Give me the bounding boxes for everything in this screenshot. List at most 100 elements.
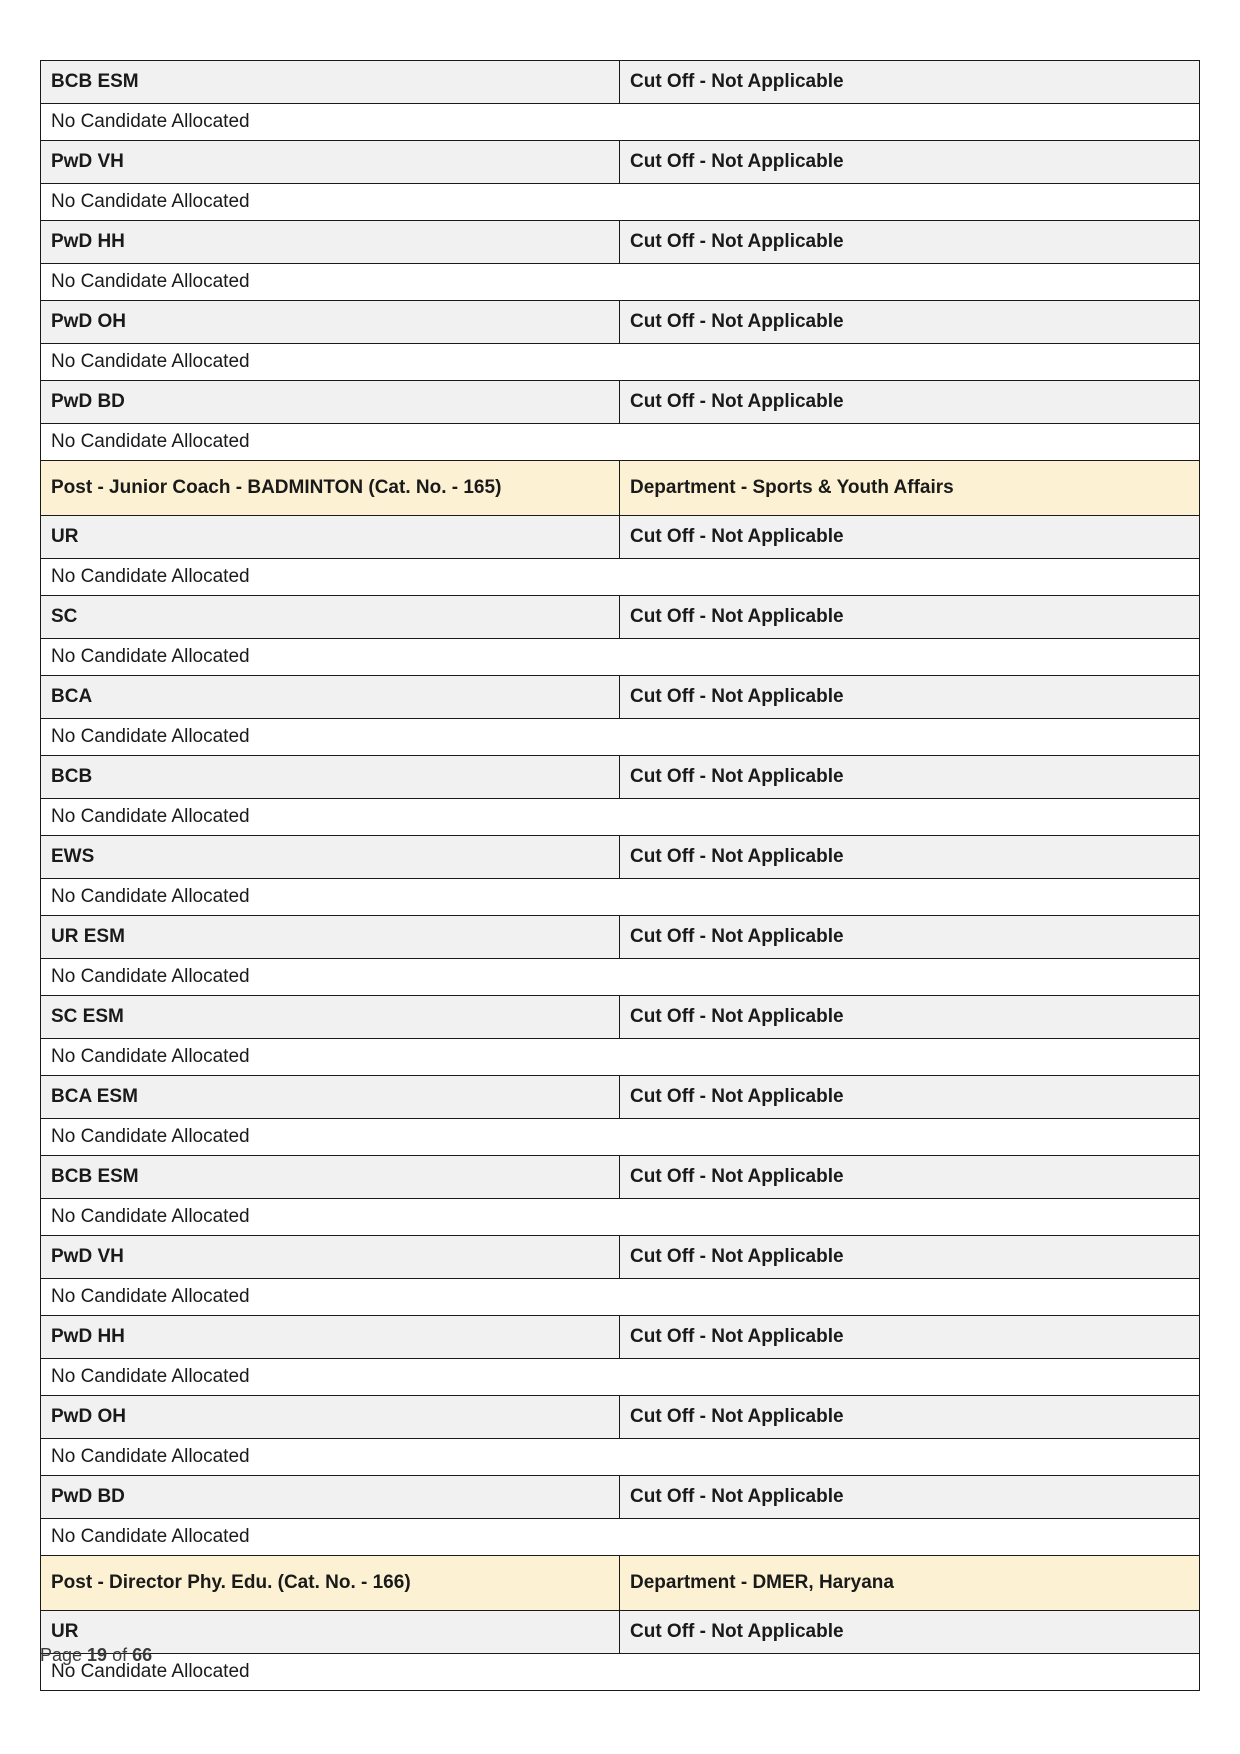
- status-text: No Candidate Allocated: [40, 1654, 1200, 1691]
- category-label: PwD OH: [40, 1396, 620, 1439]
- table-row: Post - Junior Coach - BADMINTON (Cat. No…: [40, 461, 1200, 516]
- page-footer: Page 19 of 66: [40, 1645, 152, 1666]
- department-label: Department - Sports & Youth Affairs: [620, 461, 1200, 516]
- table-row: BCB ESMCut Off - Not Applicable: [40, 60, 1200, 104]
- status-text: No Candidate Allocated: [40, 1119, 1200, 1156]
- category-label: PwD VH: [40, 1236, 620, 1279]
- category-label: BCB: [40, 756, 620, 799]
- table-row: PwD OHCut Off - Not Applicable: [40, 301, 1200, 344]
- table-row: No Candidate Allocated: [40, 639, 1200, 676]
- cutoff-label: Cut Off - Not Applicable: [620, 60, 1200, 104]
- status-text: No Candidate Allocated: [40, 959, 1200, 996]
- cutoff-label: Cut Off - Not Applicable: [620, 996, 1200, 1039]
- status-text: No Candidate Allocated: [40, 879, 1200, 916]
- cutoff-label: Cut Off - Not Applicable: [620, 301, 1200, 344]
- footer-middle: of: [107, 1645, 132, 1665]
- status-text: No Candidate Allocated: [40, 1039, 1200, 1076]
- cutoff-label: Cut Off - Not Applicable: [620, 676, 1200, 719]
- category-label: BCB ESM: [40, 60, 620, 104]
- cutoff-label: Cut Off - Not Applicable: [620, 141, 1200, 184]
- status-text: No Candidate Allocated: [40, 639, 1200, 676]
- category-label: UR ESM: [40, 916, 620, 959]
- cutoff-label: Cut Off - Not Applicable: [620, 1236, 1200, 1279]
- table-row: No Candidate Allocated: [40, 104, 1200, 141]
- footer-current-page: 19: [87, 1645, 107, 1665]
- table-row: No Candidate Allocated: [40, 719, 1200, 756]
- table-row: PwD BDCut Off - Not Applicable: [40, 1476, 1200, 1519]
- table-row: PwD VHCut Off - Not Applicable: [40, 141, 1200, 184]
- category-label: BCB ESM: [40, 1156, 620, 1199]
- table-row: No Candidate Allocated: [40, 879, 1200, 916]
- table-row: PwD HHCut Off - Not Applicable: [40, 1316, 1200, 1359]
- table-row: Post - Director Phy. Edu. (Cat. No. - 16…: [40, 1556, 1200, 1611]
- table-row: URCut Off - Not Applicable: [40, 516, 1200, 559]
- category-label: BCA ESM: [40, 1076, 620, 1119]
- table-row: No Candidate Allocated: [40, 344, 1200, 381]
- status-text: No Candidate Allocated: [40, 424, 1200, 461]
- table-row: No Candidate Allocated: [40, 799, 1200, 836]
- cutoff-label: Cut Off - Not Applicable: [620, 1156, 1200, 1199]
- cutoff-label: Cut Off - Not Applicable: [620, 1611, 1200, 1654]
- table-row: No Candidate Allocated: [40, 1119, 1200, 1156]
- category-label: EWS: [40, 836, 620, 879]
- table-row: BCA ESMCut Off - Not Applicable: [40, 1076, 1200, 1119]
- status-text: No Candidate Allocated: [40, 719, 1200, 756]
- category-label: PwD HH: [40, 1316, 620, 1359]
- table-row: UR ESMCut Off - Not Applicable: [40, 916, 1200, 959]
- category-label: PwD HH: [40, 221, 620, 264]
- table-row: No Candidate Allocated: [40, 1199, 1200, 1236]
- status-text: No Candidate Allocated: [40, 1279, 1200, 1316]
- cutoff-label: Cut Off - Not Applicable: [620, 1076, 1200, 1119]
- table-row: SC ESMCut Off - Not Applicable: [40, 996, 1200, 1039]
- cutoff-label: Cut Off - Not Applicable: [620, 1476, 1200, 1519]
- cutoff-label: Cut Off - Not Applicable: [620, 381, 1200, 424]
- cutoff-label: Cut Off - Not Applicable: [620, 596, 1200, 639]
- category-label: BCA: [40, 676, 620, 719]
- post-label: Post - Junior Coach - BADMINTON (Cat. No…: [40, 461, 620, 516]
- category-label: SC ESM: [40, 996, 620, 1039]
- cutoff-label: Cut Off - Not Applicable: [620, 221, 1200, 264]
- status-text: No Candidate Allocated: [40, 104, 1200, 141]
- table-row: No Candidate Allocated: [40, 1519, 1200, 1556]
- table-row: SCCut Off - Not Applicable: [40, 596, 1200, 639]
- table-row: PwD VHCut Off - Not Applicable: [40, 1236, 1200, 1279]
- department-label: Department - DMER, Haryana: [620, 1556, 1200, 1611]
- cutoff-label: Cut Off - Not Applicable: [620, 516, 1200, 559]
- cutoff-label: Cut Off - Not Applicable: [620, 916, 1200, 959]
- table-row: EWSCut Off - Not Applicable: [40, 836, 1200, 879]
- status-text: No Candidate Allocated: [40, 1519, 1200, 1556]
- cutoff-label: Cut Off - Not Applicable: [620, 1316, 1200, 1359]
- table-row: URCut Off - Not Applicable: [40, 1611, 1200, 1654]
- status-text: No Candidate Allocated: [40, 799, 1200, 836]
- status-text: No Candidate Allocated: [40, 264, 1200, 301]
- status-text: No Candidate Allocated: [40, 1199, 1200, 1236]
- status-text: No Candidate Allocated: [40, 1359, 1200, 1396]
- table-row: No Candidate Allocated: [40, 1039, 1200, 1076]
- table-row: No Candidate Allocated: [40, 424, 1200, 461]
- status-text: No Candidate Allocated: [40, 1439, 1200, 1476]
- table-row: PwD OHCut Off - Not Applicable: [40, 1396, 1200, 1439]
- table-row: BCACut Off - Not Applicable: [40, 676, 1200, 719]
- table-row: No Candidate Allocated: [40, 1359, 1200, 1396]
- table-row: No Candidate Allocated: [40, 184, 1200, 221]
- cutoff-label: Cut Off - Not Applicable: [620, 1396, 1200, 1439]
- table-row: No Candidate Allocated: [40, 1654, 1200, 1691]
- category-label: PwD BD: [40, 1476, 620, 1519]
- status-text: No Candidate Allocated: [40, 559, 1200, 596]
- footer-prefix: Page: [40, 1645, 87, 1665]
- cutoff-label: Cut Off - Not Applicable: [620, 756, 1200, 799]
- table-row: BCB ESMCut Off - Not Applicable: [40, 1156, 1200, 1199]
- table-row: PwD BDCut Off - Not Applicable: [40, 381, 1200, 424]
- table-row: No Candidate Allocated: [40, 1439, 1200, 1476]
- footer-total-pages: 66: [132, 1645, 152, 1665]
- data-table: BCB ESMCut Off - Not ApplicableNo Candid…: [40, 60, 1200, 1691]
- post-label: Post - Director Phy. Edu. (Cat. No. - 16…: [40, 1556, 620, 1611]
- category-label: PwD VH: [40, 141, 620, 184]
- table-row: BCBCut Off - Not Applicable: [40, 756, 1200, 799]
- table-row: No Candidate Allocated: [40, 264, 1200, 301]
- cutoff-label: Cut Off - Not Applicable: [620, 836, 1200, 879]
- table-row: No Candidate Allocated: [40, 1279, 1200, 1316]
- category-label: UR: [40, 516, 620, 559]
- category-label: SC: [40, 596, 620, 639]
- table-row: PwD HHCut Off - Not Applicable: [40, 221, 1200, 264]
